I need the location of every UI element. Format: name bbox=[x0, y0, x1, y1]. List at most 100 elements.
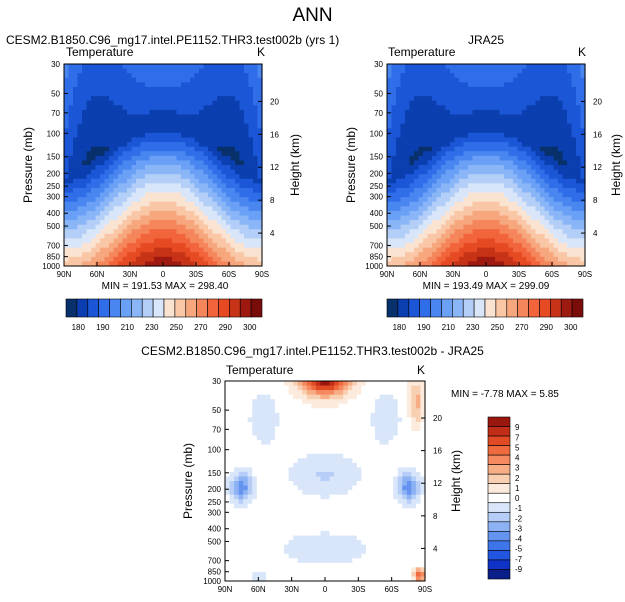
field-cell bbox=[459, 206, 465, 212]
field-cell bbox=[104, 201, 110, 207]
field-cell bbox=[391, 256, 397, 263]
field-cell bbox=[432, 142, 438, 148]
field-cell bbox=[454, 146, 460, 152]
field-cell bbox=[477, 105, 483, 111]
field-cell bbox=[190, 169, 196, 175]
field-cell bbox=[463, 243, 469, 249]
field-cell bbox=[176, 210, 182, 217]
field-cell bbox=[320, 408, 326, 414]
field-cell bbox=[445, 142, 451, 148]
field-cell bbox=[535, 187, 541, 194]
field-cell bbox=[172, 137, 178, 143]
field-cell bbox=[423, 220, 429, 226]
field-cell bbox=[181, 247, 187, 253]
field-cell bbox=[95, 96, 101, 102]
field-cell bbox=[77, 165, 83, 171]
field-cell bbox=[558, 229, 564, 235]
field-cell bbox=[253, 155, 259, 162]
field-cell bbox=[463, 119, 469, 125]
field-cell bbox=[311, 417, 317, 423]
field-cell bbox=[256, 521, 262, 528]
field-cell bbox=[100, 73, 106, 79]
field-cell bbox=[118, 64, 124, 70]
field-cell bbox=[73, 151, 79, 157]
field-cell bbox=[91, 243, 97, 249]
field-cell bbox=[109, 151, 115, 157]
field-cell bbox=[544, 155, 550, 162]
field-cell bbox=[109, 210, 115, 217]
field-cell bbox=[244, 142, 250, 148]
field-cell bbox=[217, 220, 223, 226]
field-cell bbox=[275, 394, 281, 400]
field-cell bbox=[256, 508, 262, 514]
field-cell bbox=[238, 444, 244, 450]
field-cell bbox=[387, 252, 393, 258]
field-cell bbox=[163, 132, 169, 139]
field-cell bbox=[531, 261, 537, 267]
field-cell bbox=[64, 178, 70, 184]
field-cell bbox=[238, 435, 244, 441]
field-cell bbox=[185, 137, 191, 143]
field-cell bbox=[315, 521, 322, 528]
field-cell bbox=[490, 215, 496, 221]
field-cell bbox=[387, 123, 393, 129]
field-cell bbox=[535, 123, 541, 129]
field-cell bbox=[243, 476, 249, 482]
field-cell bbox=[172, 174, 178, 180]
field-cell bbox=[414, 68, 420, 74]
field-cell bbox=[256, 390, 262, 396]
y2-tick-label: 12 bbox=[270, 163, 279, 172]
field-cell bbox=[472, 174, 478, 180]
field-cell bbox=[284, 453, 290, 459]
field-cell bbox=[481, 192, 487, 198]
field-cell bbox=[95, 132, 101, 139]
field-cell bbox=[311, 549, 317, 555]
field-cell bbox=[531, 256, 537, 263]
field-cell bbox=[253, 210, 259, 217]
field-cell bbox=[176, 146, 182, 152]
field-cell bbox=[468, 229, 474, 235]
field-cell bbox=[167, 68, 173, 74]
field-cell bbox=[145, 151, 151, 157]
field-cell bbox=[504, 146, 510, 152]
field-cell bbox=[391, 174, 397, 180]
field-cell bbox=[68, 132, 74, 139]
field-cell bbox=[122, 210, 128, 217]
field-cell bbox=[499, 220, 505, 226]
field-cell bbox=[95, 243, 101, 249]
field-cell bbox=[463, 206, 469, 212]
field-cell bbox=[284, 449, 290, 455]
field-cell bbox=[181, 68, 187, 74]
field-cell bbox=[234, 567, 240, 573]
field-cell bbox=[418, 187, 424, 194]
field-cell bbox=[517, 174, 523, 180]
field-cell bbox=[154, 165, 160, 171]
field-cell bbox=[517, 91, 523, 97]
field-cell bbox=[167, 238, 173, 244]
field-cell bbox=[288, 408, 294, 414]
field-cell bbox=[562, 210, 568, 217]
field-cell bbox=[477, 261, 483, 267]
field-cell bbox=[558, 119, 564, 125]
field-cell bbox=[118, 77, 124, 83]
field-cell bbox=[208, 100, 214, 106]
field-cell bbox=[208, 233, 214, 240]
field-cell bbox=[396, 215, 402, 221]
field-cell bbox=[472, 77, 478, 83]
field-cell bbox=[104, 261, 110, 267]
field-cell bbox=[306, 490, 312, 496]
field-cell bbox=[243, 558, 249, 564]
field-cell bbox=[454, 215, 460, 221]
field-cell bbox=[576, 142, 582, 148]
field-cell bbox=[243, 471, 249, 478]
field-cell bbox=[203, 155, 209, 162]
field-cell bbox=[459, 238, 465, 244]
field-cell bbox=[64, 165, 70, 171]
field-cell bbox=[468, 192, 474, 198]
colorbar-swatch bbox=[98, 298, 110, 318]
field-cell bbox=[405, 224, 411, 230]
field-cell bbox=[409, 169, 415, 175]
field-cell bbox=[418, 224, 424, 230]
field-cell bbox=[86, 201, 92, 207]
field-cell bbox=[445, 146, 451, 152]
